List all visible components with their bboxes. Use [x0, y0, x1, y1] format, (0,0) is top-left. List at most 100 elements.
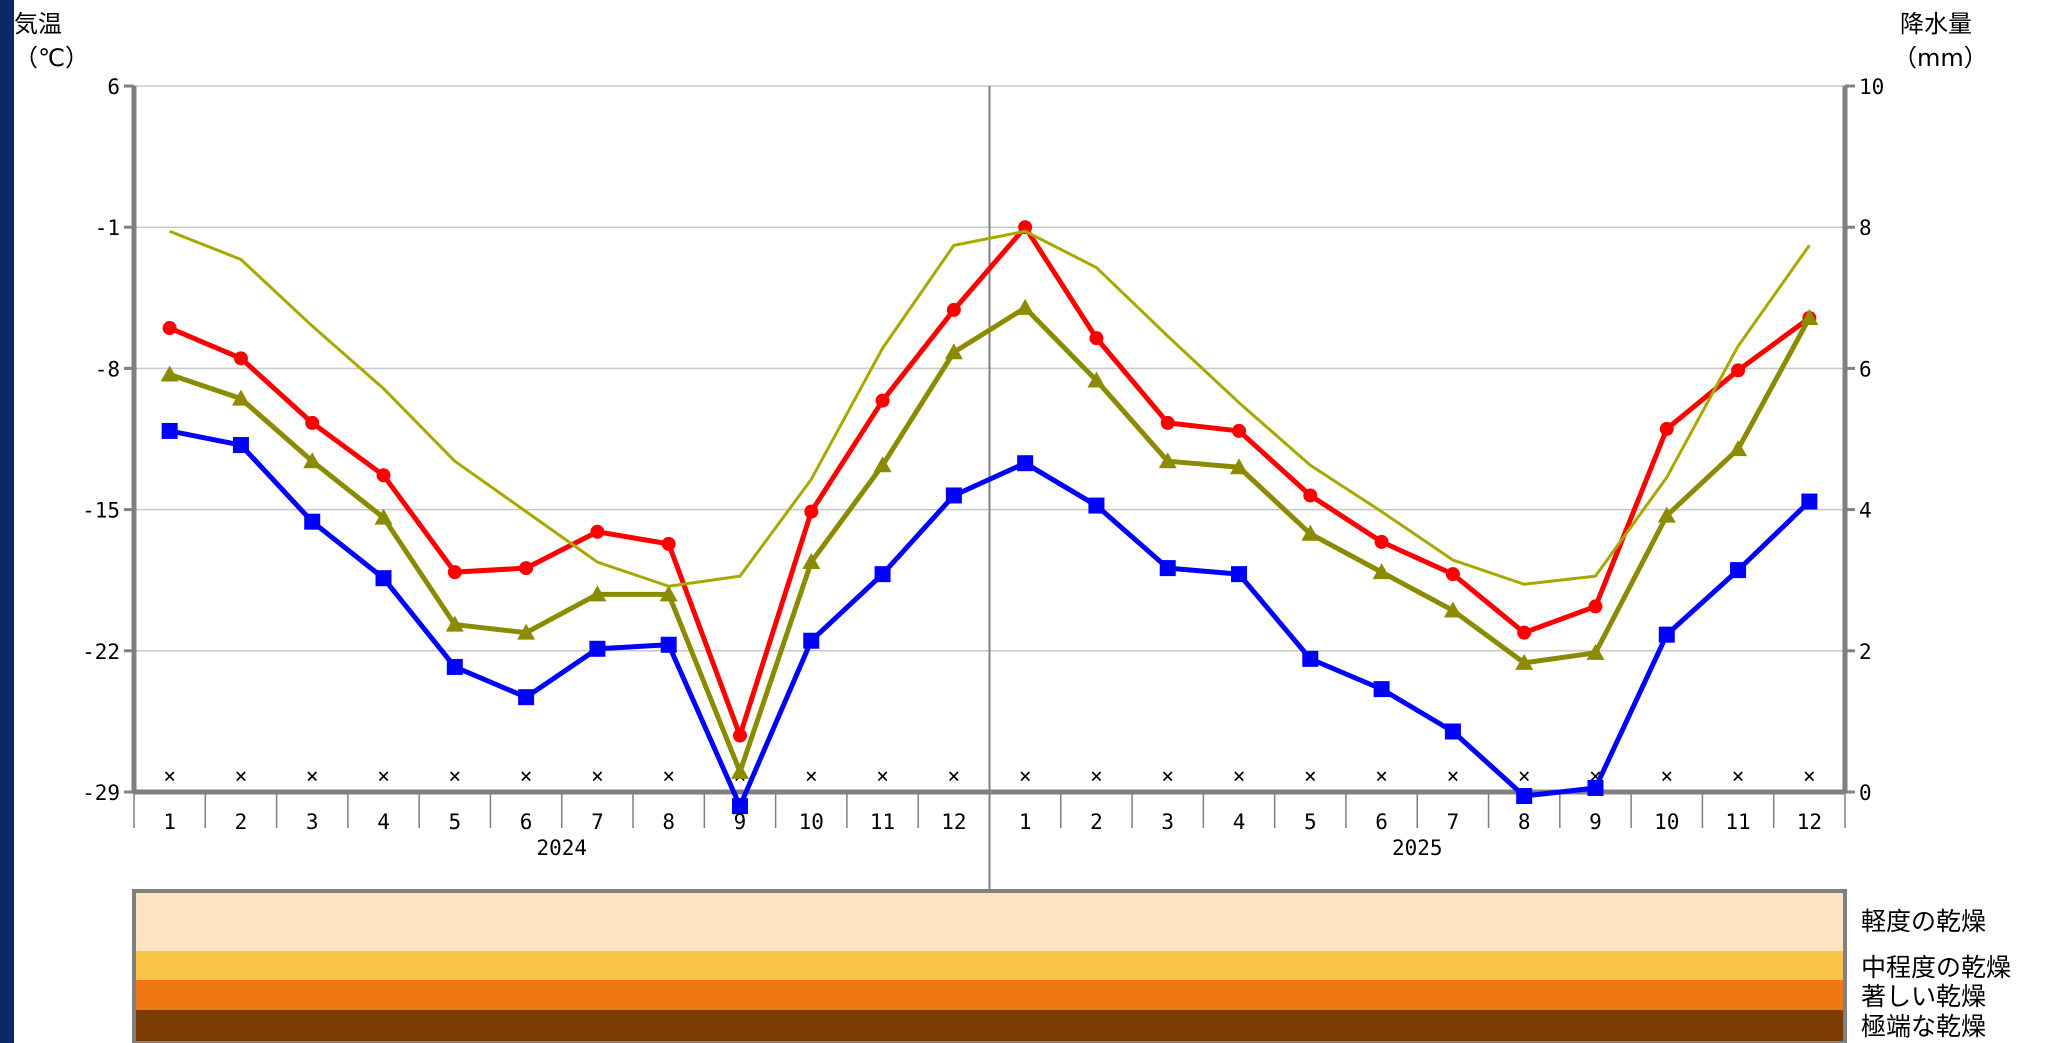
- x-tick-label: 7: [591, 810, 604, 834]
- series-point: [1731, 363, 1746, 378]
- series-point: [1588, 599, 1603, 614]
- series-point: [590, 524, 605, 539]
- series-line: [168, 305, 1812, 775]
- x-tick-label: 8: [662, 810, 675, 834]
- drought-band-frame: [132, 889, 1847, 1043]
- series-point: [1515, 653, 1534, 670]
- x-tick-label: 9: [734, 810, 747, 834]
- x-tick-label: 2: [1090, 810, 1103, 834]
- series-point: [873, 456, 892, 473]
- series-point: [944, 343, 963, 360]
- axes: [124, 84, 1855, 1043]
- precipitation-marker: ×: [1375, 764, 1388, 788]
- series-point: [1587, 779, 1604, 796]
- precipitation-marker: ×: [1447, 764, 1460, 788]
- precipitation-marker: ×: [876, 764, 889, 788]
- left-tick-label: -15: [82, 499, 120, 523]
- series-point: [1087, 371, 1106, 388]
- series-point: [1088, 497, 1105, 514]
- series-point: [1444, 723, 1461, 740]
- series-line: [168, 224, 1811, 739]
- precipitation-marker: ×: [1019, 764, 1032, 788]
- precipitation-marker: ×: [306, 764, 319, 788]
- x-tick-label: 3: [306, 810, 319, 834]
- x-tick-label: 5: [448, 810, 461, 834]
- series-point: [802, 553, 821, 570]
- precipitation-marker: ×: [1161, 764, 1174, 788]
- precipitation-marker: ×: [591, 764, 604, 788]
- series-point: [1158, 452, 1177, 469]
- series-point: [1302, 650, 1319, 667]
- series-point: [1016, 298, 1035, 315]
- precipitation-marker: ×: [1090, 764, 1103, 788]
- series-point: [1443, 601, 1462, 618]
- series-point: [517, 623, 536, 640]
- precipitation-marker: ×: [1803, 764, 1816, 788]
- series-point: [1374, 534, 1389, 549]
- x-tick-label: 12: [1797, 810, 1822, 834]
- series-point: [1801, 493, 1818, 510]
- series-point: [1658, 626, 1675, 643]
- series-line: [169, 229, 1811, 588]
- series-point: [1232, 423, 1247, 438]
- x-tick-label: 8: [1518, 810, 1531, 834]
- right-tick-label: 6: [1859, 357, 1872, 381]
- x-tick-label: 3: [1161, 810, 1174, 834]
- series-point: [375, 570, 392, 587]
- series-point: [233, 351, 248, 366]
- x-tick-label: 1: [163, 810, 176, 834]
- series-point: [160, 365, 179, 382]
- series-point: [1231, 566, 1248, 583]
- series-point: [232, 437, 249, 454]
- left-tick-label: -1: [95, 216, 120, 240]
- left-edge-band: [0, 0, 14, 1043]
- series-point: [447, 565, 462, 580]
- x-tick-label: 9: [1589, 810, 1602, 834]
- data-series: ××××××××××××××××××××××××: [160, 220, 1819, 815]
- series-point: [1730, 562, 1747, 579]
- series-point: [518, 689, 535, 706]
- series-point: [1160, 415, 1175, 430]
- x-tick-label: 2: [235, 810, 248, 834]
- right-tick-label: 2: [1859, 640, 1872, 664]
- precipitation-marker: ×: [377, 764, 390, 788]
- series-point: [376, 468, 391, 483]
- series-point: [1659, 421, 1674, 436]
- precipitation-marker: ×: [805, 764, 818, 788]
- year-label: 2024: [536, 836, 587, 860]
- series-point: [303, 452, 322, 469]
- left-axis-title-line2: （℃）: [14, 44, 89, 72]
- year-label: 2025: [1392, 836, 1443, 860]
- left-tick-label: 6: [107, 75, 120, 99]
- series-point: [732, 728, 747, 743]
- series-point: [1517, 625, 1532, 640]
- series-line: [169, 428, 1812, 809]
- precipitation-marker: ×: [1660, 764, 1673, 788]
- series-point: [804, 504, 819, 519]
- precipitation-marker: ×: [1518, 764, 1531, 788]
- series-point: [374, 508, 393, 525]
- left-tick-label: -8: [95, 357, 120, 381]
- x-tick-label: 7: [1447, 810, 1460, 834]
- drought-band: [134, 980, 1845, 1010]
- series-point: [660, 636, 677, 653]
- x-tick-label: 5: [1304, 810, 1317, 834]
- series-point: [875, 393, 890, 408]
- left-tick-label: -29: [82, 781, 120, 805]
- series-point: [589, 640, 606, 657]
- precipitation-marker: ×: [520, 764, 533, 788]
- precipitation-marker: ×: [235, 764, 248, 788]
- series-point: [161, 422, 178, 439]
- precipitation-marker: ×: [1304, 764, 1317, 788]
- series-point: [661, 536, 676, 551]
- drought-band-label: 軽度の乾燥: [1861, 907, 1986, 936]
- series-point: [1729, 440, 1748, 457]
- x-tick-label: 10: [799, 810, 824, 834]
- series-point: [803, 632, 820, 649]
- series-point: [445, 615, 464, 632]
- series-point: [1303, 488, 1318, 503]
- series-point: [659, 585, 678, 602]
